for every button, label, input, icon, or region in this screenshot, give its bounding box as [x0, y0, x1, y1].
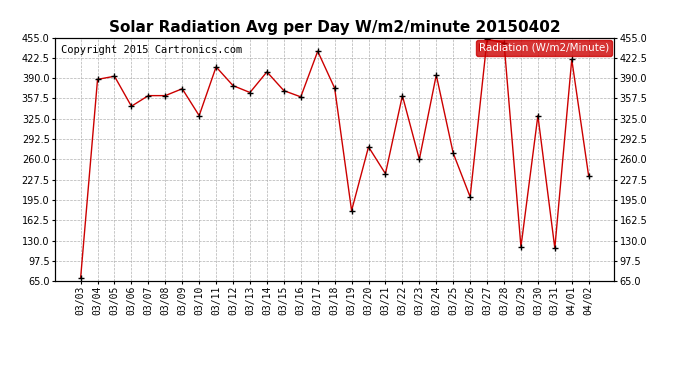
Title: Solar Radiation Avg per Day W/m2/minute 20150402: Solar Radiation Avg per Day W/m2/minute …: [109, 20, 560, 35]
Legend: Radiation (W/m2/Minute): Radiation (W/m2/Minute): [475, 40, 612, 56]
Text: Copyright 2015 Cartronics.com: Copyright 2015 Cartronics.com: [61, 45, 242, 55]
